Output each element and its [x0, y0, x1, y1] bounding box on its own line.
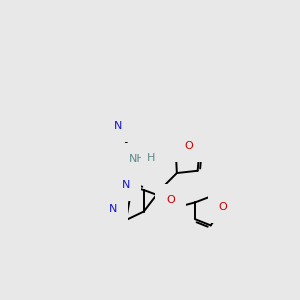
- Text: N: N: [114, 121, 122, 131]
- Text: O: O: [166, 195, 175, 205]
- Text: O: O: [219, 202, 227, 212]
- Text: O: O: [185, 141, 194, 151]
- Text: N: N: [109, 204, 117, 214]
- Text: H: H: [146, 153, 155, 164]
- Text: N: N: [122, 180, 130, 190]
- Text: NH: NH: [129, 154, 146, 164]
